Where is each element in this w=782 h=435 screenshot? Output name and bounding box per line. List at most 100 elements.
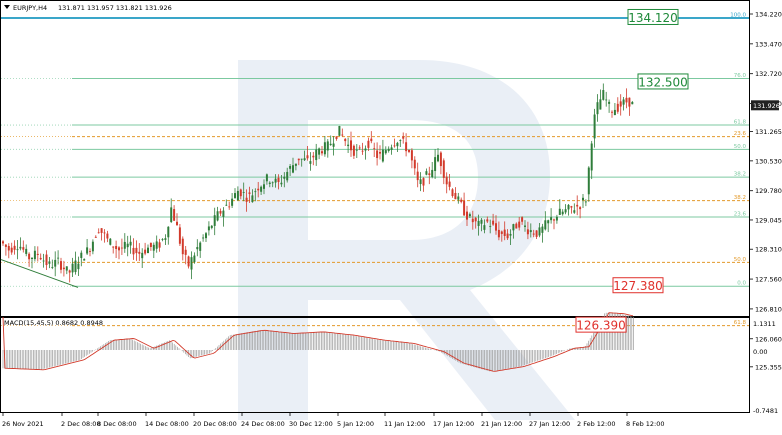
price-tick-label: 131.265 bbox=[755, 128, 782, 136]
current-price-marker bbox=[751, 100, 779, 111]
candle-body bbox=[367, 140, 370, 148]
candle-body bbox=[97, 232, 100, 234]
candle-body bbox=[161, 238, 164, 240]
price-tick-label: 126.060 bbox=[755, 335, 782, 343]
candle-body bbox=[33, 250, 36, 260]
price-tick-label: 126.810 bbox=[755, 305, 782, 313]
candle-body bbox=[106, 233, 109, 239]
time-tick-label: 24 Dec 08:00 bbox=[241, 420, 285, 428]
candle-body bbox=[431, 169, 434, 177]
candle-body bbox=[199, 242, 202, 251]
candle-body bbox=[445, 176, 448, 185]
candle-body bbox=[129, 241, 132, 246]
time-tick-label: 26 Nov 2021 bbox=[2, 420, 44, 428]
candle-body bbox=[263, 184, 265, 189]
candle-body bbox=[529, 230, 532, 233]
level-callout-box bbox=[637, 73, 689, 90]
candle-body bbox=[619, 101, 622, 107]
candle-body bbox=[265, 174, 268, 182]
fib-level-label: 61.8 bbox=[734, 120, 747, 126]
candle-body bbox=[526, 229, 529, 235]
candle-body bbox=[147, 247, 149, 254]
menu-triangle-icon[interactable] bbox=[4, 5, 10, 9]
candle-body bbox=[19, 246, 22, 249]
macd-label: MACD(15,45,5) 0.8682 0.8948 bbox=[4, 319, 103, 327]
time-tick-label: 30 Dec 12:00 bbox=[289, 420, 333, 428]
candle-body bbox=[561, 211, 564, 215]
candle-body bbox=[25, 248, 28, 254]
candle-body bbox=[437, 154, 439, 162]
candle-body bbox=[358, 147, 361, 149]
candle-body bbox=[28, 253, 31, 260]
candle-body bbox=[228, 206, 231, 208]
candle-body bbox=[184, 249, 187, 255]
candle-body bbox=[103, 232, 106, 234]
candle-body bbox=[222, 210, 225, 217]
candle-body bbox=[448, 181, 451, 187]
candle-body bbox=[460, 199, 463, 202]
candle-body bbox=[538, 227, 541, 236]
candle-body bbox=[582, 197, 584, 201]
candle-body bbox=[164, 238, 167, 240]
candle-body bbox=[89, 251, 91, 252]
time-tick-label: 2 Dec 08:00 bbox=[61, 420, 101, 428]
candle-body bbox=[355, 149, 358, 151]
candle-body bbox=[4, 244, 7, 247]
candle-body bbox=[297, 158, 300, 161]
candle-body bbox=[515, 223, 518, 229]
candle-body bbox=[387, 148, 390, 151]
trend-line[interactable] bbox=[0, 259, 79, 288]
candlesticks bbox=[0, 83, 634, 288]
fib-level-label: 61.8 bbox=[734, 320, 747, 326]
time-tick-label: 2 Feb 12:00 bbox=[577, 420, 616, 428]
candle-body bbox=[260, 186, 263, 192]
candle-body bbox=[210, 225, 213, 228]
candle-body bbox=[474, 217, 477, 222]
candle-body bbox=[486, 219, 489, 222]
candle-body bbox=[393, 145, 396, 147]
time-axis[interactable]: 26 Nov 2021 2 Dec 08:008 Dec 08:00 14 Dec … bbox=[2, 412, 665, 428]
candle-body bbox=[558, 208, 561, 215]
candle-body bbox=[155, 241, 158, 249]
candle-body bbox=[535, 230, 538, 237]
candle-body bbox=[306, 155, 309, 159]
macd-signal-line bbox=[2, 312, 634, 372]
macd-tick-max: 1.1311 bbox=[753, 320, 776, 328]
candle-body bbox=[135, 247, 138, 254]
candle-body bbox=[71, 263, 74, 273]
candle-body bbox=[77, 263, 80, 270]
candle-body bbox=[60, 261, 62, 270]
macd-tick-zero: 0.00 bbox=[753, 348, 767, 356]
candle-body bbox=[521, 217, 524, 222]
candle-body bbox=[506, 233, 509, 239]
candle-body bbox=[312, 155, 315, 158]
candle-body bbox=[622, 99, 625, 105]
candle-body bbox=[42, 260, 45, 262]
candle-body bbox=[573, 210, 576, 213]
candle-body bbox=[205, 233, 207, 239]
candle-body bbox=[2, 241, 4, 244]
candle-body bbox=[251, 195, 254, 203]
candle-body bbox=[477, 220, 480, 226]
candle-body bbox=[402, 136, 405, 139]
candle-body bbox=[611, 111, 613, 113]
candle-body bbox=[332, 143, 335, 147]
candle-body bbox=[570, 206, 573, 208]
candle-body bbox=[350, 140, 352, 151]
time-tick-label: 17 Jan 12:00 bbox=[433, 420, 474, 428]
price-axis[interactable]: 134.220133.470132.720131.970131.265130.5… bbox=[749, 11, 782, 372]
candle-body bbox=[16, 249, 19, 251]
candle-body bbox=[344, 138, 347, 142]
candle-body bbox=[74, 260, 77, 273]
candle-body bbox=[83, 259, 86, 261]
candle-body bbox=[413, 159, 416, 169]
candle-body bbox=[576, 204, 579, 207]
fib-level-label: 38.2 bbox=[734, 172, 746, 178]
candle-body bbox=[315, 149, 318, 161]
candle-body bbox=[132, 247, 135, 255]
candle-body bbox=[149, 242, 152, 247]
candle-body bbox=[286, 171, 289, 181]
candle-body bbox=[541, 226, 544, 233]
